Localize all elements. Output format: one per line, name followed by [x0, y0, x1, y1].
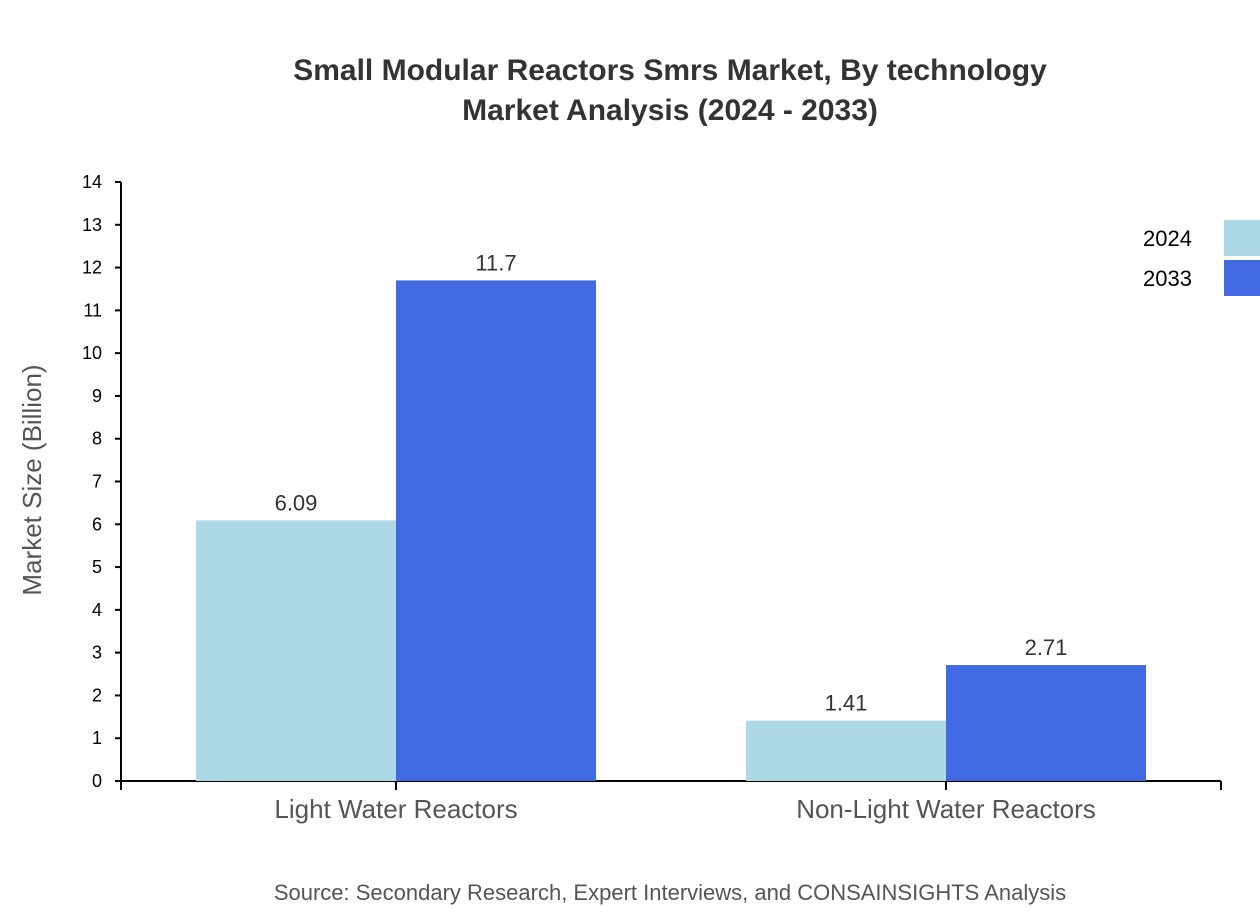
y-tick-label: 13 — [82, 215, 102, 235]
bar-2024 — [746, 720, 946, 781]
y-tick-label: 14 — [82, 172, 102, 192]
chart-title-line-1: Small Modular Reactors Smrs Market, By t… — [293, 54, 1047, 87]
y-tick-label: 4 — [92, 600, 102, 620]
source-note: Source: Secondary Research, Expert Inter… — [274, 880, 1066, 905]
data-label: 2.71 — [1025, 635, 1068, 660]
y-tick-label: 2 — [92, 685, 102, 705]
y-axis-label: Market Size (Billion) — [17, 364, 47, 595]
bar-2033 — [396, 280, 596, 781]
y-tick-label: 10 — [82, 343, 102, 363]
y-tick-label: 5 — [92, 557, 102, 577]
bar-2024 — [196, 520, 396, 781]
x-tick-label: Non-Light Water Reactors — [796, 794, 1096, 824]
legend-label: 2024 — [1143, 226, 1192, 251]
chart-title-line-2: Market Analysis (2024 - 2033) — [462, 94, 878, 127]
y-tick-label: 1 — [92, 728, 102, 748]
y-tick-label: 9 — [92, 386, 102, 406]
x-tick-label: Light Water Reactors — [274, 794, 517, 824]
y-tick-label: 0 — [92, 771, 102, 791]
data-label: 11.7 — [475, 250, 516, 275]
bar-2033 — [946, 665, 1146, 781]
y-tick-label: 12 — [82, 258, 102, 278]
data-label: 6.09 — [275, 490, 318, 515]
legend: 2024 2033 — [1143, 220, 1260, 296]
legend-swatch — [1224, 220, 1260, 256]
y-tick-label: 3 — [92, 643, 102, 663]
y-tick-label: 7 — [92, 472, 102, 492]
legend-label: 2033 — [1143, 266, 1192, 291]
y-tick-label: 6 — [92, 514, 102, 534]
y-tick-label: 11 — [83, 300, 102, 320]
legend-swatch — [1224, 260, 1260, 296]
y-tick-label: 8 — [92, 429, 102, 449]
bars: 6.09 11.7 1.41 2.71 — [196, 250, 1146, 781]
x-axis: Light Water Reactors Non-Light Water Reac… — [120, 780, 1222, 824]
data-label: 1.41 — [825, 691, 868, 716]
